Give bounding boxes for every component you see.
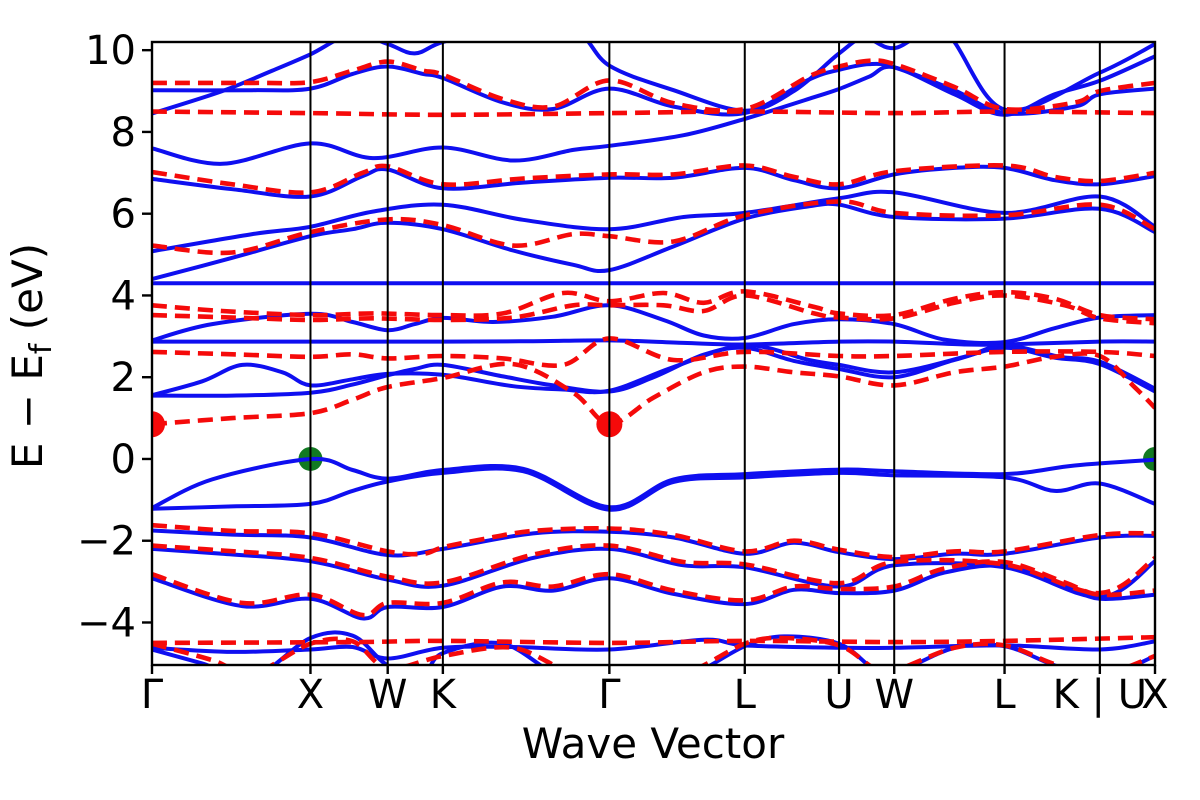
bands-solid-line	[152, 466, 1155, 512]
bands-dashed-line	[152, 351, 1155, 427]
bands-dashed-line	[152, 199, 1155, 256]
bands-solid-line	[152, 528, 1155, 562]
bands-solid-line	[152, 303, 1155, 345]
x-tick-label: L	[734, 672, 757, 718]
y-tick-label: 10	[85, 28, 136, 74]
x-tick-label: K	[430, 672, 458, 718]
band-lines	[152, 42, 1155, 665]
bands-dashed-line	[152, 634, 1155, 646]
x-tick-label: K | U	[1053, 672, 1147, 718]
bands-solid-line	[152, 42, 1155, 116]
y-tick-label: −4	[77, 600, 136, 646]
bands-dashed-line	[152, 522, 1155, 560]
y-axis-label: E − Ef (eV)	[3, 243, 59, 469]
bands-dashed-line	[152, 109, 1155, 118]
bands-dashed-line	[152, 635, 1155, 665]
bands-solid-line	[152, 201, 1155, 282]
y-tick-label: 0	[111, 437, 136, 483]
x-tick-label: W	[368, 672, 408, 718]
bands-dashed-line	[152, 58, 1155, 113]
y-tick-label: 4	[111, 273, 136, 319]
bands-solid-line	[152, 343, 1155, 398]
y-tick-label: −2	[77, 519, 136, 565]
y-tick-label: 8	[111, 110, 136, 156]
bands-dashed-line	[152, 336, 1155, 368]
bands-dashed-line	[152, 163, 1155, 196]
x-tick-label: L	[993, 672, 1016, 718]
x-tick-label: U	[824, 672, 853, 718]
axes-frame	[150, 40, 1157, 667]
bands-dashed-line	[152, 543, 1155, 596]
y-tick-label: 6	[111, 192, 136, 238]
x-tick-label: Γ	[598, 672, 621, 718]
x-tick-label: X	[297, 672, 324, 718]
x-axis-label: Wave Vector	[522, 719, 785, 768]
y-tick-label: 2	[111, 355, 136, 401]
x-tick-label: X	[1141, 672, 1168, 718]
tick-marks	[142, 48, 1157, 674]
x-tick-label: W	[874, 672, 914, 718]
bands-solid-line	[152, 61, 1155, 117]
k-point-gridlines	[309, 42, 1101, 665]
x-tick-label: Γ	[141, 672, 164, 718]
bands-dashed-line	[152, 289, 1155, 322]
